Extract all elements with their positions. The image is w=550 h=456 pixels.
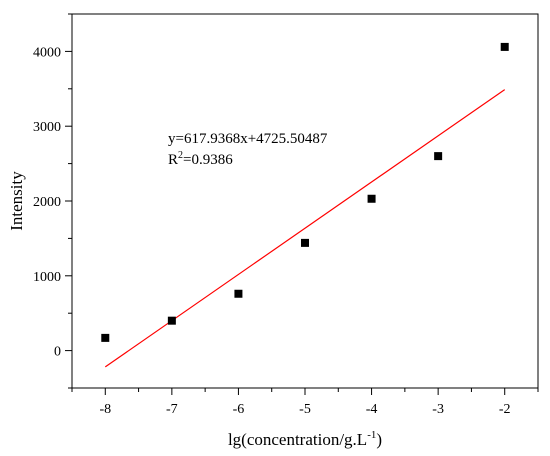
x-axis-label-main: lg(concentration/g.L [228,430,367,449]
data-points [101,42,509,342]
y-tick-label: 3000 [33,120,61,135]
y-tick-label: 4000 [33,45,61,60]
x-tick-label: -7 [166,402,178,417]
y-tick-label: 1000 [33,270,61,285]
y-axis-ticks: 0 1000 2000 3000 4000 [33,13,72,389]
y-tick-label: 0 [54,345,61,360]
x-axis-label: lg(concentration/g.L-1) [228,429,382,449]
x-tick-label: -3 [432,402,444,417]
y-axis-label: Intensity [7,171,26,231]
x-tick-label: -6 [233,402,245,417]
data-point [234,289,243,298]
x-axis-label-tail: ) [376,430,382,449]
data-point [367,194,376,203]
r-squared-prefix: R [168,152,178,168]
data-point [101,333,110,342]
plot-frame [71,13,539,389]
equation-annotation: y=617.9368x+4725.50487 [168,131,328,147]
x-axis-ticks: -8 -7 -6 -5 -4 -3 -2 [71,388,539,417]
r-squared-superscript: 2 [178,150,183,161]
data-point [434,152,443,161]
x-tick-label: -8 [99,402,111,417]
data-point [301,238,309,247]
x-tick-label: -2 [499,402,511,417]
data-point [167,316,176,325]
x-axis-label-superscript: -1 [367,429,376,441]
y-tick-label: 2000 [33,195,61,210]
r-squared-value: =0.9386 [183,152,233,168]
data-point [500,42,509,51]
x-tick-label: -4 [366,402,378,417]
x-tick-label: -5 [299,402,311,417]
r-squared-annotation: R2=0.9386 [168,150,233,168]
